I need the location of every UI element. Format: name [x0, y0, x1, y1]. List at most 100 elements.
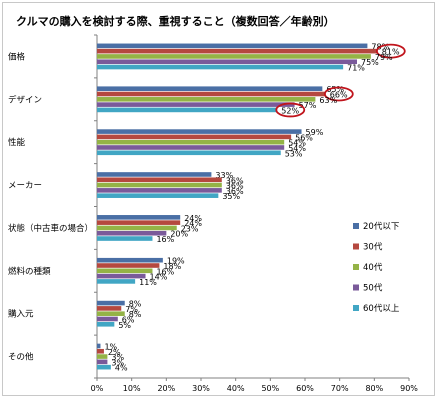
x-tick-label: 40%	[227, 384, 245, 393]
bar	[97, 177, 222, 183]
data-label: 16%	[156, 235, 174, 244]
bar	[97, 129, 302, 134]
bar	[97, 54, 371, 59]
data-label: 66%	[330, 91, 348, 100]
bar	[97, 273, 146, 279]
data-label: 11%	[139, 278, 157, 287]
data-label: 71%	[347, 64, 365, 73]
bar	[97, 172, 212, 177]
bar	[97, 220, 181, 225]
data-label: 16%	[156, 267, 174, 276]
bar	[97, 364, 111, 370]
category-label: メーカー	[8, 181, 42, 191]
data-label: 2%	[108, 348, 121, 357]
data-label: 79%	[375, 53, 393, 62]
data-label: 52%	[281, 106, 299, 115]
data-label: 36%	[226, 176, 244, 185]
category-label: 状態（中古車の場合）	[8, 223, 93, 234]
data-label: 7%	[125, 305, 138, 314]
data-label: 1%	[104, 342, 117, 351]
category-label: 価格	[8, 51, 26, 62]
x-tick-label: 70%	[331, 384, 349, 393]
bar	[97, 321, 115, 327]
chart-title: クルマの購入を検討する際、重視すること（複数回答／年齢別）	[16, 15, 335, 28]
legend-swatch	[353, 305, 359, 311]
data-label: 57%	[299, 101, 317, 110]
bar	[97, 348, 104, 354]
legend-swatch	[353, 264, 359, 270]
x-tick-label: 0%	[91, 384, 104, 393]
category-label: デザイン	[8, 94, 42, 105]
data-label: 63%	[319, 96, 337, 105]
bar	[97, 182, 222, 188]
bar	[97, 86, 323, 92]
bar	[97, 43, 368, 49]
category-label: 購入元	[8, 309, 34, 320]
data-label: 53%	[285, 149, 303, 158]
bar	[97, 236, 153, 241]
legend-swatch	[353, 243, 359, 250]
bar	[97, 193, 219, 198]
x-tick-label: 30%	[192, 384, 210, 393]
data-label: 14%	[150, 273, 168, 282]
bar	[97, 215, 181, 220]
data-label: 6%	[122, 315, 135, 324]
bar	[97, 150, 281, 156]
data-label: 3%	[111, 353, 124, 362]
bar	[97, 300, 125, 306]
data-label: 18%	[163, 262, 181, 271]
data-label: 5%	[118, 321, 131, 330]
category-label: 燃料の種類	[8, 266, 51, 277]
legend-swatch	[353, 223, 359, 229]
data-label: 56%	[295, 133, 313, 142]
data-label: 8%	[129, 300, 142, 309]
data-label: 19%	[167, 257, 185, 266]
x-tick-label: 60%	[296, 384, 314, 393]
bar	[97, 279, 136, 284]
bar	[97, 139, 285, 145]
bar	[97, 354, 108, 359]
category-label: 性能	[8, 137, 26, 148]
bar	[97, 188, 222, 193]
data-label: 36%	[226, 182, 244, 191]
bar	[97, 134, 292, 140]
bar	[97, 107, 278, 113]
x-tick-label: 50%	[261, 384, 279, 393]
data-label: 23%	[181, 224, 199, 233]
bar	[97, 145, 285, 150]
bar	[97, 97, 316, 102]
data-label: 59%	[306, 128, 324, 137]
bar	[97, 225, 177, 231]
data-label: 54%	[288, 144, 306, 153]
bar	[97, 59, 357, 65]
bar	[97, 306, 122, 311]
data-label: 24%	[184, 214, 202, 223]
x-tick-label: 20%	[157, 384, 175, 393]
bar	[97, 311, 125, 316]
data-label: 36%	[226, 187, 244, 196]
data-label: 81%	[382, 48, 400, 57]
data-label: 24%	[184, 219, 202, 228]
bar	[97, 64, 344, 70]
bar	[97, 268, 153, 274]
legend-entry: 60代以上	[363, 303, 400, 314]
x-tick-label: 10%	[123, 384, 141, 393]
bar	[97, 91, 326, 97]
legend-entry: 40代	[363, 262, 383, 273]
legend-entry: 50代	[363, 283, 383, 294]
data-label: 54%	[288, 139, 306, 148]
bar	[97, 263, 160, 268]
highlight-circle	[375, 43, 406, 59]
data-label: 8%	[129, 310, 142, 319]
data-label: 4%	[115, 364, 128, 373]
bar	[97, 230, 167, 236]
data-label: 3%	[111, 358, 124, 367]
x-tick-label: 80%	[365, 384, 383, 393]
bar	[97, 48, 378, 54]
data-label: 65%	[326, 85, 344, 94]
legend-entry: 30代	[363, 242, 383, 253]
data-label: 35%	[222, 192, 240, 201]
bar	[97, 102, 295, 107]
highlight-circle	[275, 102, 306, 118]
